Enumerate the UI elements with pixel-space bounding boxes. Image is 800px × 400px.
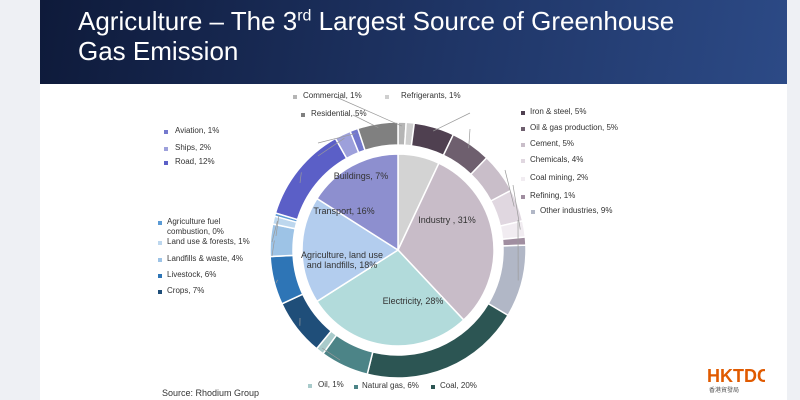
title-banner [40, 0, 787, 84]
outer-label-commercial-1: Commercial, 1% [303, 91, 362, 100]
title-part-2: Largest Source of Greenhouse [311, 6, 675, 36]
title-superscript: rd [297, 7, 312, 25]
legend-marker-oil-gas-production-5 [521, 127, 525, 131]
inner-slice-agriculture-land-use-and-landfills-18 [301, 197, 400, 303]
legend-marker-commercial-1 [293, 95, 297, 99]
legend-marker-ships-2 [164, 147, 168, 151]
legend-marker-residential-5 [301, 113, 305, 117]
legend-marker-coal-mining-2 [521, 177, 525, 181]
title-part-1: Agriculture – The 3 [78, 6, 298, 36]
logo-subtitle: 香港貿發局 [709, 386, 739, 394]
outer-slice-residential-5 [356, 121, 399, 152]
leader-line-oil-gas-production-5 [468, 128, 471, 149]
outer-label-natural-gas-6: Natural gas, 6% [362, 381, 419, 390]
logo-text: HKTDC [707, 366, 765, 386]
outer-slice-landfills-waste-4 [269, 223, 297, 258]
legend-marker-coal-20 [431, 385, 435, 389]
outer-label-oil-1: Oil, 1% [318, 380, 344, 389]
right-margin [787, 0, 800, 400]
leader-line-oil-1 [322, 347, 341, 361]
outer-label-agriculture-fuel-combustion-0: combustion, 0% [167, 227, 224, 236]
inner-slice-electricity-28 [315, 249, 465, 347]
outer-label-cement-5: Cement, 5% [530, 139, 574, 148]
inner-label-agriculture-land-use-and-landfills-18: and landfills, 18% [307, 260, 378, 270]
outer-label-livestock-6: Livestock, 6% [167, 270, 216, 279]
outer-label-iron-steel-5: Iron & steel, 5% [530, 107, 586, 116]
legend-marker-chemicals-4 [521, 159, 525, 163]
legend-marker-natural-gas-6 [354, 385, 358, 389]
legend-marker-road-12 [164, 161, 168, 165]
outer-label-other-industries-9: Other industries, 9% [540, 206, 612, 215]
legend-marker-iron-steel-5 [521, 111, 525, 115]
outer-label-crops-7: Crops, 7% [167, 286, 204, 295]
legend-marker-crops-7 [158, 290, 162, 294]
legend-marker-landfills-waste-4 [158, 258, 162, 262]
inner-label-industry-31: Industry , 31% [418, 215, 476, 225]
legend-marker-refining-1 [521, 195, 525, 199]
leader-line-land-use-forests-1 [271, 220, 278, 243]
hktdc-logo: HKTDC 香港貿發局 [707, 366, 765, 394]
leader-line-landfills-waste-4 [271, 240, 275, 257]
outer-label-land-use-forests-1: Land use & forests, 1% [167, 237, 250, 246]
leader-line-road-12 [299, 172, 302, 184]
leader-line-iron-steel-5 [432, 112, 471, 132]
outer-label-aviation-1: Aviation, 1% [175, 126, 219, 135]
chart-labels: Buildings, 7% Industry , 31% Electricity, … [158, 91, 618, 390]
leader-line-coal-mining-2 [512, 184, 521, 230]
inner-label-transport-16: Transport, 16% [313, 206, 374, 216]
leader-line-agriculture-fuel-combustion-0 [275, 215, 280, 237]
outer-label-coal-mining-2: Coal mining, 2% [530, 173, 588, 182]
legend-marker-land-use-forests-1 [158, 241, 162, 245]
legend-marker-aviation-1 [164, 130, 168, 134]
inner-label-electricity-28: Electricity, 28% [383, 296, 444, 306]
outer-label-landfills-waste-4: Landfills & waste, 4% [167, 254, 243, 263]
left-margin [0, 0, 40, 400]
title-line-2: Gas Emission [78, 36, 239, 66]
leader-line-aviation-1 [317, 133, 356, 144]
slide-title: Agriculture – The 3rd Largest Source of … [78, 6, 778, 66]
outer-label-oil-gas-production-5: Oil & gas production, 5% [530, 123, 618, 132]
outer-label-residential-5: Residential, 5% [311, 109, 367, 118]
outer-label-coal-20: Coal, 20% [440, 381, 477, 390]
legend-marker-oil-1 [308, 384, 312, 388]
outer-ring [269, 121, 527, 379]
outer-label-road-12: Road, 12% [175, 157, 215, 166]
inner-label-buildings-7: Buildings, 7% [334, 171, 389, 181]
outer-label-chemicals-4: Chemicals, 4% [530, 155, 583, 164]
source-note: Source: Rhodium Group [162, 388, 260, 398]
leader-line-chemicals-4 [504, 169, 515, 207]
legend-marker-other-industries-9 [531, 210, 535, 214]
outer-label-ships-2: Ships, 2% [175, 143, 211, 152]
inner-label-agriculture-land-use-and-landfills-18: Agriculture, land use [301, 250, 383, 260]
leader-line-livestock-6 [275, 279, 278, 284]
legend-marker-cement-5 [521, 143, 525, 147]
inner-slice-industry-31 [397, 162, 495, 322]
leader-line-commercial-1 [335, 96, 403, 127]
outer-label-agriculture-fuel-combustion-0: Agriculture fuel [167, 217, 221, 226]
inner-slice-transport-16 [315, 153, 399, 252]
outer-slice-livestock-6 [269, 254, 304, 305]
legend-marker-agriculture-fuel-combustion-0 [158, 221, 162, 225]
outer-label-refrigerants-1: Refrigerants, 1% [401, 91, 461, 100]
outer-label-refining-1: Refining, 1% [530, 191, 575, 200]
leader-line-ships-2 [317, 137, 345, 157]
legend-marker-livestock-6 [158, 274, 162, 278]
legend-marker-refrigerants-1 [385, 95, 389, 99]
inner-ring [301, 153, 495, 347]
leader-lines [271, 96, 521, 361]
leader-line-residential-5 [352, 114, 379, 128]
